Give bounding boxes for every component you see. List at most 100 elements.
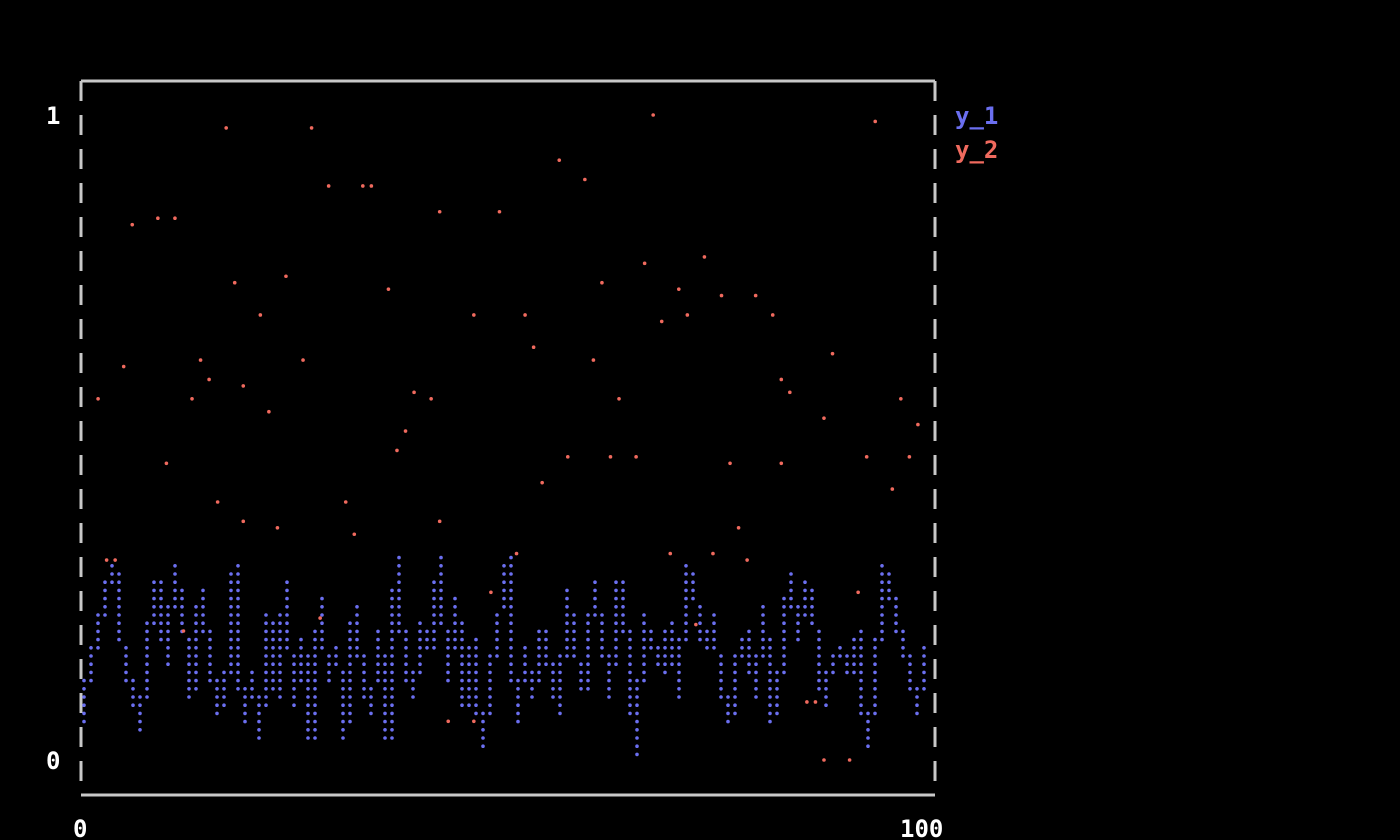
y-1-dot [124,678,128,683]
y-1-dot [558,703,562,707]
y-1-dot [509,678,513,683]
y-1-dot [593,613,597,617]
y-1-dot [292,687,296,691]
y-1-dot [383,695,387,699]
y-1-dot [845,662,849,666]
y-1-dot [509,605,513,609]
y-1-dot [607,662,611,666]
y-1-dot [313,703,317,707]
y-1-dot [565,588,569,593]
y-1-dot [348,703,352,707]
y-1-dot [96,646,100,650]
y-1-dot [915,695,919,699]
y-1-dot [341,687,345,691]
y-1-dot [285,637,289,642]
y-1-dot [488,711,492,716]
y-1-dot [278,662,282,666]
y-1-dot [719,678,723,683]
y-2-point [497,209,502,214]
y-1-dot [306,678,310,683]
y-1-dot [432,580,436,584]
y-1-dot [537,662,541,666]
y-2-point [173,216,177,220]
y-1-dot [236,670,240,675]
y-1-dot [264,678,268,683]
y-1-dot [523,662,527,666]
y-1-dot [250,670,254,675]
y-1-dot [656,654,660,658]
y-1-dot [446,637,450,642]
y-1-dot [607,695,611,699]
y-1-dot [635,728,639,732]
y-1-dot [236,678,240,683]
y-1-dot [460,654,464,658]
y-1-dot [908,654,912,658]
y-1-dot [194,687,198,691]
y-1-dot [488,662,492,666]
y-1-dot [572,621,576,625]
y-1-dot [145,621,149,625]
y-1-dot [397,564,401,568]
y-1-dot [705,629,709,634]
y-1-dot [320,646,324,650]
y-1-dot [768,646,772,650]
y-1-dot [138,695,142,699]
y-1-dot [873,654,877,658]
y-1-dot [768,637,772,642]
y-1-dot [215,687,219,691]
y-1-dot [180,613,184,617]
y-1-dot [201,596,205,601]
y-1-dot [509,572,513,576]
y-1-dot [789,605,793,609]
y-1-dot [166,662,170,666]
y-1-dot [348,719,352,724]
y-1-dot [796,629,800,634]
y-2-point [728,461,732,466]
y-1-dot [306,654,310,658]
y-1-dot [271,670,275,675]
y-1-dot [873,703,877,707]
y-2-point [873,119,878,124]
y-1-dot [362,654,366,658]
y-1-dot [509,646,513,650]
y-1-dot [600,637,604,642]
y-2-point [719,293,724,298]
y-1-dot [509,613,513,617]
y-1-dot [439,605,443,609]
y-1-dot [453,637,457,642]
y-1-dot [761,629,765,634]
y-1-dot [362,662,366,666]
y-1-dot [761,621,765,625]
y-1-dot [460,629,464,634]
y-1-dot [404,670,408,675]
y-1-dot [117,629,121,634]
y-1-dot [152,621,156,625]
y-1-dot [628,678,632,683]
y-1-dot [278,654,282,658]
y-1-dot [124,662,128,666]
y-1-dot [726,719,730,724]
y-1-dot [117,596,121,601]
y-1-dot [208,646,212,650]
y-1-dot [96,621,100,625]
y-1-dot [600,613,604,617]
y-1-dot [467,646,471,650]
y-1-dot [89,646,93,650]
y-1-dot [145,670,149,675]
y-2-point [369,184,374,188]
y-2-point [523,313,527,317]
y-1-dot [817,637,821,642]
y-1-dot [348,695,352,699]
y-1-dot [355,629,359,634]
y-1-dot [187,695,191,699]
y-2-point [591,358,596,362]
y-1-dot [537,637,541,642]
y-1-dot [663,662,667,666]
y-1-dot [236,564,240,568]
y-1-dot [278,629,282,634]
y-1-dot [719,662,723,666]
y-1-dot [446,646,450,650]
y-1-dot [677,695,681,699]
legend-entry-y-1: y_1 [955,102,998,130]
y-1-dot [866,719,870,724]
